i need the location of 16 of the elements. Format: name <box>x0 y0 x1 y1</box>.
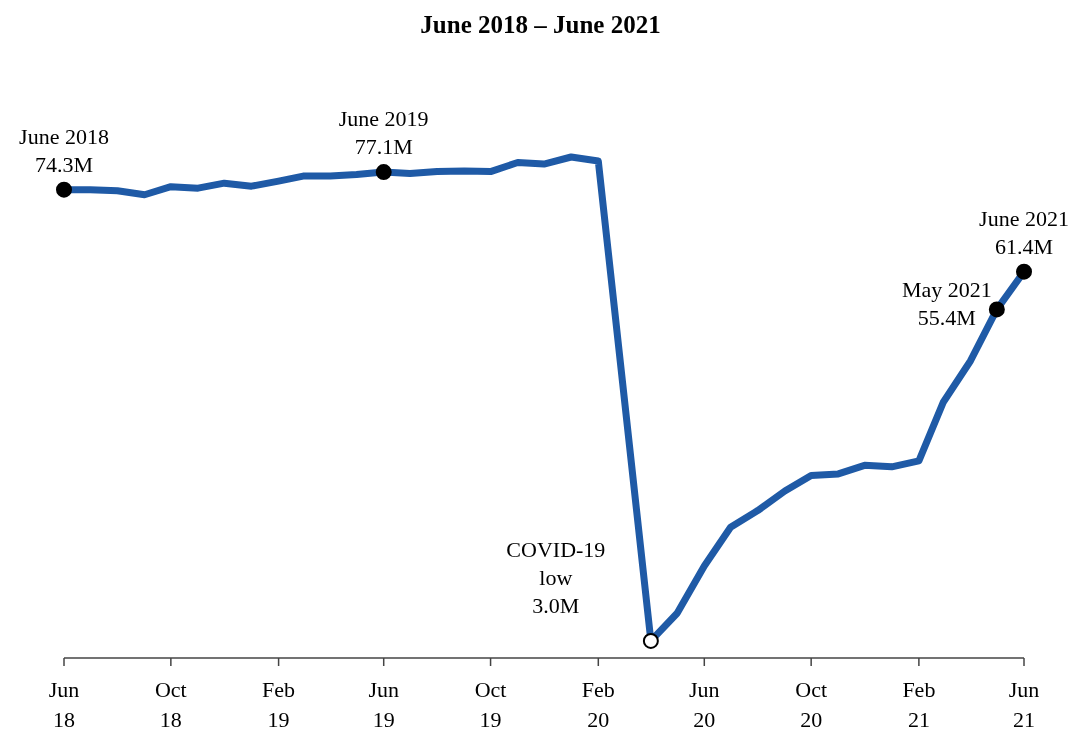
annotation: June 2019 77.1M <box>338 106 429 160</box>
x-tick-label: Oct 19 <box>474 677 507 732</box>
annotation: June 2018 74.3M <box>19 123 109 177</box>
x-tick-label: Feb 20 <box>581 677 615 732</box>
x-tick-label: Jun 18 <box>48 677 80 732</box>
annotation: June 2021 61.4M <box>979 205 1069 259</box>
x-tick-label: Oct 20 <box>795 677 828 732</box>
annotation: May 2021 55.4M <box>901 277 992 331</box>
x-tick-label: Jun 21 <box>1008 677 1040 732</box>
x-tick-label: Jun 20 <box>689 677 720 732</box>
x-tick-label: Jun 19 <box>368 677 399 732</box>
x-tick-label: Feb 19 <box>262 677 296 732</box>
annotation: COVID-19 low 3.0M <box>506 536 606 618</box>
x-tick-label: Oct 18 <box>154 677 187 732</box>
chart-title: June 2018 – June 2021 <box>420 11 661 38</box>
x-tick-label: Feb 21 <box>902 677 936 732</box>
